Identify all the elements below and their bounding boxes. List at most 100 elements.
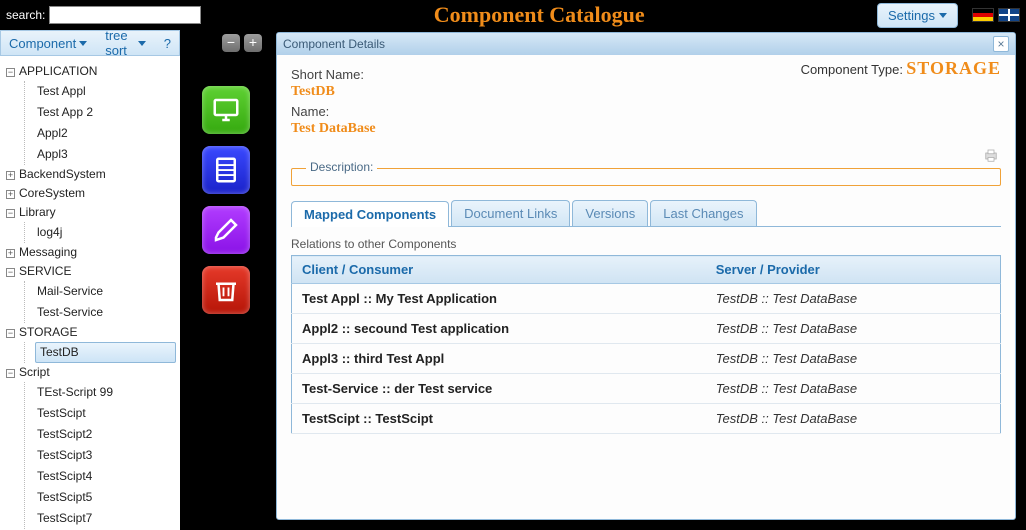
edit-icon: [211, 215, 241, 245]
tree-leaf[interactable]: TEst-Script 99: [35, 382, 176, 403]
table-header: Server / Provider: [706, 256, 1001, 284]
tree-branch-label: CoreSystem: [19, 186, 85, 200]
tree-leaf[interactable]: TestDB: [35, 342, 176, 363]
tree-branch[interactable]: −Script: [6, 363, 176, 382]
table-cell: TestDB :: Test DataBase: [706, 374, 1001, 404]
print-icon[interactable]: [981, 147, 1001, 168]
trash-icon: [211, 275, 241, 305]
storage-icon: [211, 155, 241, 185]
panel-title: Component Details: [283, 37, 385, 51]
monitor-button[interactable]: [202, 86, 250, 134]
table-cell: TestScipt :: TestScipt: [292, 404, 706, 434]
close-icon[interactable]: ×: [993, 36, 1009, 52]
minus-icon[interactable]: −: [6, 209, 15, 218]
tree-branch[interactable]: + Messaging: [6, 243, 176, 262]
table-cell: TestDB :: Test DataBase: [706, 344, 1001, 374]
tree-branch[interactable]: + BackendSystem: [6, 165, 176, 184]
treesort-menu[interactable]: tree sort: [101, 26, 150, 60]
name-label: Name:: [291, 104, 1001, 119]
component-menu-label: Component: [9, 36, 76, 51]
tree-leaf[interactable]: Test Appl: [35, 81, 176, 102]
minus-icon[interactable]: −: [6, 268, 15, 277]
table-cell: TestDB :: Test DataBase: [706, 404, 1001, 434]
tab[interactable]: Versions: [572, 200, 648, 226]
tree-leaf[interactable]: log4j: [35, 222, 176, 243]
table-cell: Appl3 :: third Test Appl: [292, 344, 706, 374]
app-title: Component Catalogue: [201, 2, 877, 28]
tree-leaf[interactable]: TestScipt4: [35, 466, 176, 487]
tab[interactable]: Document Links: [451, 200, 570, 226]
description-box: Description:: [291, 168, 1001, 186]
tree-branch-label: SERVICE: [19, 264, 71, 278]
caret-down-icon: [939, 13, 947, 18]
edit-button[interactable]: [202, 206, 250, 254]
tree-leaf[interactable]: TestScipt2: [35, 424, 176, 445]
monitor-icon: [211, 95, 241, 125]
tree-branch[interactable]: −STORAGE: [6, 323, 176, 342]
tree-leaf[interactable]: TestScipt7: [35, 508, 176, 529]
tree-leaf[interactable]: Appl3: [35, 144, 176, 165]
collapse-all-button[interactable]: −: [222, 34, 240, 52]
flag-de-icon[interactable]: [972, 8, 994, 22]
minus-icon[interactable]: −: [6, 369, 15, 378]
help-button[interactable]: ?: [160, 34, 175, 53]
tree-branch[interactable]: −Library: [6, 203, 176, 222]
tree-branch-label: Messaging: [19, 245, 77, 259]
tree-branch-label: APPLICATION: [19, 64, 97, 78]
tree-branch-label: STORAGE: [19, 325, 77, 339]
search-input[interactable]: [49, 6, 201, 24]
table-row[interactable]: Appl2 :: secound Test applicationTestDB …: [292, 314, 1001, 344]
shortname-value: TestDB: [291, 84, 1001, 100]
table-row[interactable]: TestScipt :: TestSciptTestDB :: Test Dat…: [292, 404, 1001, 434]
component-menu[interactable]: Component: [5, 34, 91, 53]
relations-table: Client / ConsumerServer / Provider Test …: [291, 255, 1001, 434]
ctype-label: Component Type:: [801, 62, 903, 77]
tree-branch[interactable]: −SERVICE: [6, 262, 176, 281]
table-cell: Test-Service :: der Test service: [292, 374, 706, 404]
tree-leaf[interactable]: TestScipt: [35, 403, 176, 424]
search-label: search:: [6, 8, 45, 22]
delete-button[interactable]: [202, 266, 250, 314]
table-cell: Test Appl :: My Test Application: [292, 284, 706, 314]
tree-leaf[interactable]: TestScipt5: [35, 487, 176, 508]
ctype-value: STORAGE: [906, 58, 1001, 78]
table-cell: TestDB :: Test DataBase: [706, 284, 1001, 314]
description-label: Description:: [306, 160, 377, 174]
storage-button[interactable]: [202, 146, 250, 194]
tab[interactable]: Last Changes: [650, 200, 756, 226]
name-value: Test DataBase: [291, 121, 1001, 137]
tree-branch[interactable]: + CoreSystem: [6, 184, 176, 203]
tab[interactable]: Mapped Components: [291, 201, 449, 227]
treesort-menu-label: tree sort: [105, 28, 135, 58]
tree-leaf[interactable]: Test App 2: [35, 102, 176, 123]
tree-branch-label: Library: [19, 205, 56, 219]
detail-tabs: Mapped ComponentsDocument LinksVersionsL…: [291, 200, 1001, 227]
plus-icon[interactable]: +: [6, 190, 15, 199]
tree-leaf[interactable]: Appl2: [35, 123, 176, 144]
plus-icon[interactable]: +: [6, 249, 15, 258]
relations-title: Relations to other Components: [291, 237, 1001, 251]
flag-uk-icon[interactable]: [998, 8, 1020, 22]
table-row[interactable]: Test Appl :: My Test ApplicationTestDB :…: [292, 284, 1001, 314]
tree-branch[interactable]: −APPLICATION: [6, 62, 176, 81]
tree-leaf[interactable]: Mail-Service: [35, 281, 176, 302]
plus-icon[interactable]: +: [6, 171, 15, 180]
caret-down-icon: [138, 41, 146, 46]
component-tree: −APPLICATIONTest ApplTest App 2Appl2Appl…: [0, 56, 180, 530]
table-row[interactable]: Test-Service :: der Test serviceTestDB :…: [292, 374, 1001, 404]
tree-leaf[interactable]: TestScipt3: [35, 445, 176, 466]
minus-icon[interactable]: −: [6, 329, 15, 338]
settings-button[interactable]: Settings: [877, 3, 958, 28]
tree-branch-label: Script: [19, 365, 50, 379]
table-cell: Appl2 :: secound Test application: [292, 314, 706, 344]
table-header: Client / Consumer: [292, 256, 706, 284]
table-row[interactable]: Appl3 :: third Test ApplTestDB :: Test D…: [292, 344, 1001, 374]
table-cell: TestDB :: Test DataBase: [706, 314, 1001, 344]
detail-panel: Component Details × Short Name: TestDB C…: [276, 32, 1016, 520]
caret-down-icon: [79, 41, 87, 46]
expand-all-button[interactable]: +: [244, 34, 262, 52]
settings-label: Settings: [888, 8, 935, 23]
tree-branch-label: BackendSystem: [19, 167, 106, 181]
tree-leaf[interactable]: Test-Service: [35, 302, 176, 323]
minus-icon[interactable]: −: [6, 68, 15, 77]
